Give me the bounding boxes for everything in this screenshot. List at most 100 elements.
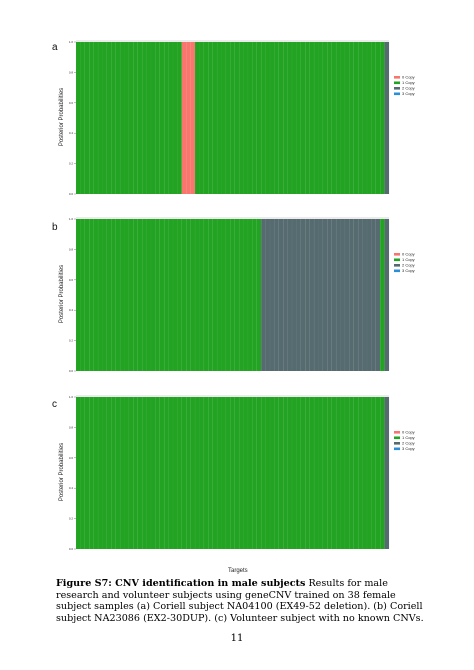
bar-target-52 — [305, 397, 310, 549]
bar-target-55 — [318, 397, 323, 549]
bar-target-10 — [120, 397, 125, 549]
bar-target-28 — [199, 219, 204, 371]
bar-target-56 — [322, 42, 328, 194]
bar-target-19 — [159, 397, 165, 549]
bar-target-20 — [164, 397, 169, 549]
bar-target-38 — [243, 42, 248, 194]
bar-target-65 — [362, 397, 368, 549]
bar-target-14 — [137, 219, 143, 371]
bar-target-67 — [371, 219, 376, 371]
bar-target-9 — [115, 219, 121, 371]
chart-a: 0.0 0.2 0.4 0.6 0.8 1.0 Posterior Probabilitie… — [59, 40, 415, 196]
bar-target-32 — [217, 397, 222, 549]
bar-target-13 — [133, 42, 138, 194]
bar-target-6 — [102, 42, 107, 194]
bar-target-66 — [366, 42, 372, 194]
legend-label: 1 Copy — [402, 435, 415, 440]
bar-target-49 — [292, 397, 297, 549]
bar-target-50 — [296, 42, 301, 194]
bar-target-36 — [234, 219, 240, 371]
bar-target-18 — [155, 219, 160, 371]
legend-label: 2 Copy — [402, 85, 415, 90]
bar-target-13 — [133, 219, 138, 371]
legend-swatch — [394, 264, 400, 267]
bar-target-0 — [76, 42, 81, 194]
bar-target-30 — [208, 397, 213, 549]
bar-target-70 — [384, 42, 390, 194]
bar-target-64 — [358, 219, 363, 371]
bar-target-29 — [203, 42, 209, 194]
bar-target-6 — [102, 219, 107, 371]
bar-target-31 — [212, 219, 218, 371]
bar-target-70 — [384, 219, 390, 371]
bar-target-41 — [256, 397, 262, 549]
bar-target-3 — [89, 397, 94, 549]
y-axis-label: Posterior Probabilities — [59, 88, 65, 146]
bar-target-42 — [261, 42, 266, 194]
bar-target-17 — [150, 397, 156, 549]
bar-target-16 — [146, 219, 151, 371]
bar-target-33 — [221, 42, 226, 194]
bar-target-34 — [225, 397, 231, 549]
bar-target-55 — [318, 42, 323, 194]
bar-target-6 — [102, 397, 107, 549]
bar-target-2 — [84, 42, 90, 194]
y-tick-label: 0.6 — [69, 278, 74, 282]
legend-label: 3 Copy — [402, 91, 415, 96]
bar-target-12 — [128, 397, 134, 549]
bar-target-32 — [217, 42, 222, 194]
bar-target-31 — [212, 397, 218, 549]
bar-target-57 — [327, 397, 332, 549]
bar-target-27 — [195, 42, 200, 194]
chart-b: 0.0 0.2 0.4 0.6 0.8 1.0 Posterior Probabilitie… — [59, 217, 415, 373]
bar-target-39 — [247, 42, 253, 194]
y-tick-label: 0.8 — [69, 247, 74, 251]
bar-target-60 — [340, 42, 345, 194]
bar-target-68 — [375, 397, 381, 549]
bar-target-63 — [353, 42, 359, 194]
bar-target-61 — [344, 397, 350, 549]
legend-label: 0 Copy — [402, 74, 415, 79]
legend-swatch — [394, 269, 400, 273]
legend-swatch — [394, 253, 400, 256]
bar-target-15 — [142, 397, 147, 549]
bar-target-33 — [221, 397, 226, 549]
bar-target-23 — [177, 219, 182, 371]
bar-target-2 — [84, 219, 90, 371]
bar-target-4 — [93, 397, 99, 549]
bar-target-35 — [230, 219, 235, 371]
bar-target-5 — [98, 42, 103, 194]
bar-target-29 — [203, 397, 209, 549]
legend-label: 2 Copy — [402, 440, 415, 445]
bar-target-58 — [331, 42, 337, 194]
bar-target-57 — [327, 219, 332, 371]
bar-target-42 — [261, 219, 266, 371]
bar-target-43 — [265, 397, 271, 549]
x-axis-label: Targets — [228, 568, 248, 574]
bar-target-8 — [111, 42, 116, 194]
bar-target-44 — [269, 397, 275, 549]
bar-target-30 — [208, 219, 213, 371]
bar-target-20 — [164, 42, 169, 194]
bar-target-7 — [106, 42, 112, 194]
y-tick-label: 0.0 — [69, 192, 74, 196]
bar-target-25 — [186, 42, 191, 194]
bar-target-29 — [203, 219, 209, 371]
panel-b: b 0.0 0.2 0.4 0.6 0.8 1.0 Posterior Probabilit… — [52, 217, 415, 373]
bar-target-66 — [366, 397, 372, 549]
bar-target-62 — [349, 42, 354, 194]
bar-target-24 — [181, 42, 187, 194]
bar-target-11 — [124, 219, 129, 371]
bar-target-22 — [172, 42, 178, 194]
bar-target-1 — [80, 397, 85, 549]
bar-target-70 — [384, 397, 390, 549]
bar-target-4 — [93, 42, 99, 194]
bar-target-7 — [106, 397, 112, 549]
bar-target-37 — [239, 397, 244, 549]
bar-target-54 — [314, 397, 319, 549]
bar-target-7 — [106, 219, 112, 371]
bar-target-22 — [172, 219, 178, 371]
bar-target-56 — [322, 219, 328, 371]
bar-target-11 — [124, 397, 129, 549]
bar-target-23 — [177, 397, 182, 549]
